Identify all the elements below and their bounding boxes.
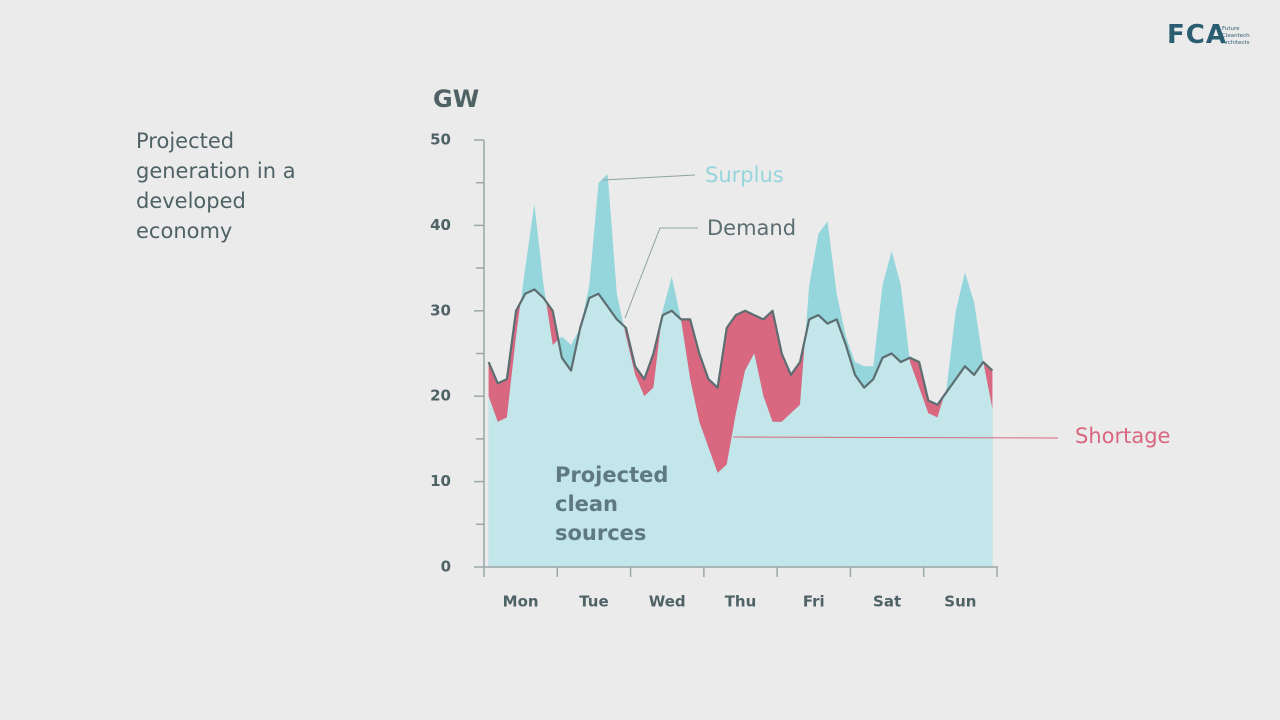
- x-tick-label: Sat: [873, 593, 901, 611]
- x-tick-label: Thu: [725, 593, 757, 611]
- logo: FCA: [1167, 20, 1227, 50]
- series-label: Projected clean sources: [555, 463, 669, 545]
- shortage-label: Shortage: [1075, 424, 1170, 448]
- x-tick-label: Sun: [944, 593, 976, 611]
- y-tick-label: 40: [430, 216, 451, 234]
- demand-line: [487, 288, 994, 406]
- demand-label: Demand: [707, 216, 796, 240]
- x-tick-label: Mon: [503, 593, 539, 611]
- leader-line: [602, 174, 696, 181]
- x-tick-label: Fri: [803, 593, 825, 611]
- leader-line: [624, 227, 698, 319]
- x-tick-label: Wed: [649, 593, 686, 611]
- chart-title: Projected generation in a developed econ…: [136, 129, 296, 243]
- y-tick-label: 50: [430, 131, 451, 149]
- y-tick-label: 10: [430, 472, 451, 490]
- y-tick-label: 0: [441, 558, 451, 576]
- logo-name: Future Cleantech Architects: [1222, 26, 1250, 46]
- clean-area: [488, 289, 993, 567]
- surplus-label: Surplus: [705, 163, 784, 187]
- y-axis-label: GW: [433, 85, 479, 113]
- x-tick-label: Tue: [579, 593, 608, 611]
- y-tick-label: 20: [430, 387, 451, 405]
- plot-area: [487, 174, 994, 567]
- y-tick-label: 30: [430, 301, 451, 319]
- leader-line: [732, 436, 1059, 439]
